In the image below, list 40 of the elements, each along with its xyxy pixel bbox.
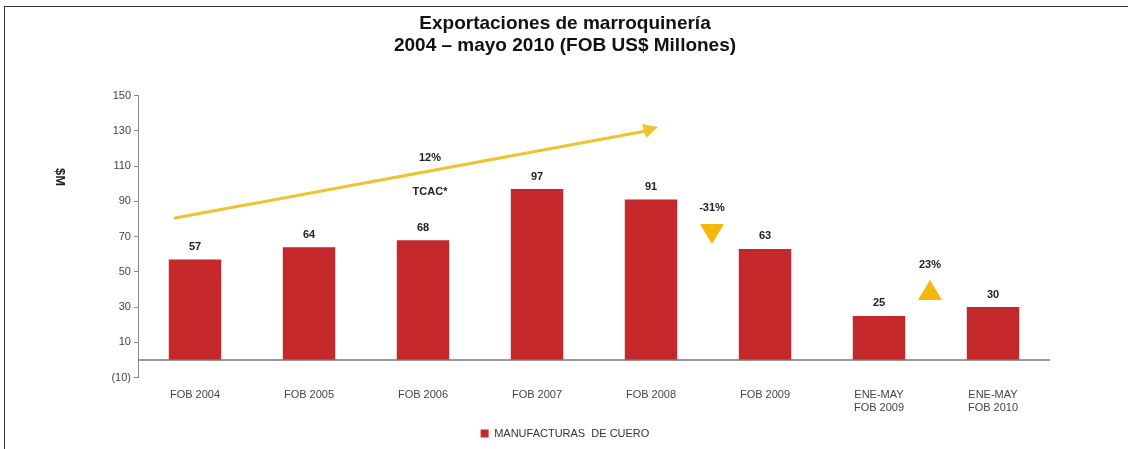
data-label: 25 bbox=[872, 296, 886, 309]
data-label: 63 bbox=[758, 229, 772, 242]
bar bbox=[738, 248, 792, 360]
y-tick-label: 110 bbox=[113, 159, 131, 172]
data-label: 91 bbox=[644, 180, 658, 193]
x-tick-label: FOB 2006 bbox=[397, 388, 449, 401]
data-label: 30 bbox=[986, 287, 1000, 300]
y-tick-label: 50 bbox=[118, 264, 131, 277]
annotation: 12% bbox=[418, 151, 442, 164]
bar bbox=[966, 307, 1020, 360]
data-label: 57 bbox=[188, 240, 202, 253]
bar bbox=[510, 189, 564, 360]
y-tick-label: 70 bbox=[118, 229, 131, 242]
bar bbox=[168, 259, 222, 360]
bar bbox=[282, 247, 336, 360]
y-tick-label: 130 bbox=[112, 123, 131, 136]
y-tick-label: (10) bbox=[111, 370, 131, 383]
data-label: 68 bbox=[416, 220, 430, 233]
x-tick-label: ENE-MAY FOB 2009 bbox=[853, 388, 905, 414]
x-tick-label: FOB 2005 bbox=[283, 388, 335, 401]
bar bbox=[396, 240, 450, 360]
x-tick-label: FOB 2009 bbox=[739, 388, 791, 401]
x-tick-label: FOB 2008 bbox=[625, 388, 677, 401]
y-tick-label: 10 bbox=[118, 335, 131, 348]
y-tick-label: 90 bbox=[118, 194, 131, 207]
y-tick-label: 150 bbox=[112, 88, 131, 101]
annotation: 23% bbox=[918, 258, 942, 271]
y-axis-title: $M bbox=[53, 167, 69, 187]
y-tick-label: 30 bbox=[118, 300, 131, 313]
annotation: TCAC* bbox=[412, 185, 449, 198]
x-tick-label: FOB 2004 bbox=[169, 388, 221, 401]
x-tick-label: FOB 2007 bbox=[511, 388, 563, 401]
chart-title: Exportaciones de marroquinería 2004 – mayo 2010 (FOB US$ Millones) bbox=[393, 11, 737, 56]
data-label: 97 bbox=[530, 169, 544, 182]
bar bbox=[852, 315, 906, 360]
legend-label: MANUFACTURAS DE CUERO bbox=[494, 426, 650, 439]
data-label: 64 bbox=[302, 227, 316, 240]
bar bbox=[624, 199, 678, 360]
x-tick-label: ENE-MAY FOB 2010 bbox=[967, 388, 1019, 414]
annotation: -31% bbox=[699, 201, 726, 214]
